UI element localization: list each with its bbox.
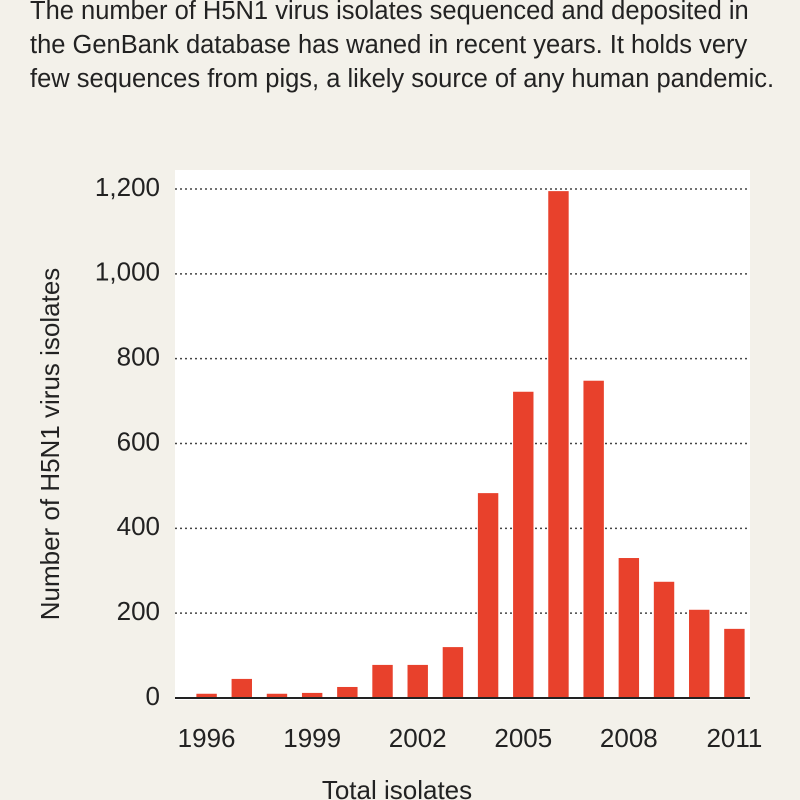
bar — [724, 628, 745, 698]
bar — [231, 678, 252, 698]
bar — [196, 693, 217, 698]
x-tick-label: 2008 — [600, 723, 658, 753]
x-tick-label: 2011 — [706, 723, 762, 753]
bar — [548, 191, 569, 698]
y-tick-label: 200 — [117, 596, 160, 626]
y-tick-label: 1,200 — [95, 172, 160, 202]
x-axis-label: Total isolates — [322, 775, 472, 800]
bar — [583, 380, 604, 698]
bar — [477, 493, 499, 698]
description: The number of H5N1 virus isolates sequen… — [30, 0, 775, 93]
y-axis-label: Number of H5N1 virus isolates — [35, 268, 65, 621]
y-tick-label: 400 — [117, 511, 160, 541]
bar — [301, 692, 323, 698]
x-tick-label: 1996 — [178, 723, 236, 753]
y-tick-label: 1,000 — [95, 257, 160, 287]
bar — [266, 693, 288, 698]
y-tick-label: 800 — [117, 342, 160, 372]
bar — [513, 391, 534, 698]
y-tick-label: 600 — [117, 426, 160, 456]
bar — [407, 664, 428, 698]
bar — [618, 558, 640, 698]
y-tick-label: 0 — [146, 681, 160, 711]
x-tick-label: 1999 — [283, 723, 341, 753]
bar — [337, 686, 358, 698]
bar — [689, 609, 710, 698]
bar — [442, 647, 464, 698]
x-tick-label: 2005 — [494, 723, 552, 753]
x-tick-label: 2002 — [389, 723, 447, 753]
bar — [653, 581, 675, 698]
bar — [372, 664, 393, 698]
